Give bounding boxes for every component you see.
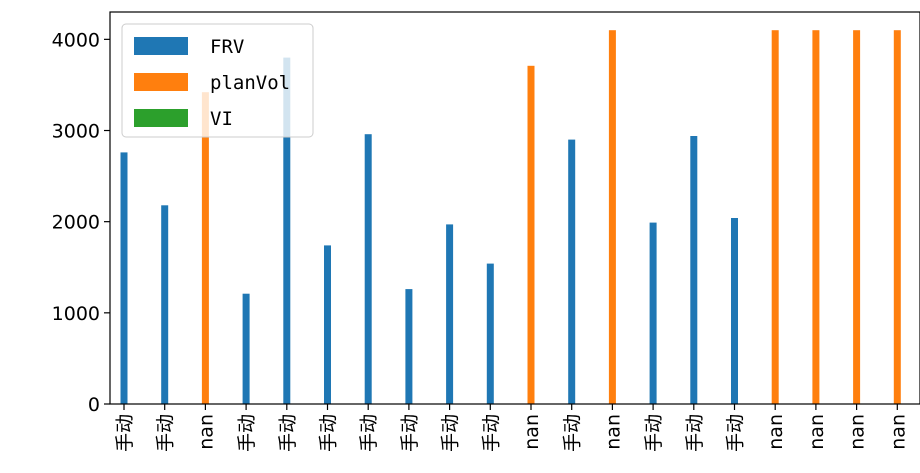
bar-FRV-7 <box>405 289 413 404</box>
y-tick-label: 3000 <box>52 121 100 143</box>
bar-FRV-11 <box>568 139 576 404</box>
y-tick-label: 0 <box>88 394 100 416</box>
bar-planVol-2 <box>201 92 209 404</box>
legend-swatch-planVol <box>134 73 188 91</box>
x-tick-label: 手动 <box>114 414 136 452</box>
x-tick-label: 手动 <box>277 414 299 452</box>
bar-planVol-10 <box>527 65 535 405</box>
x-tick-label: 手动 <box>155 414 177 452</box>
legend-swatch-FRV <box>134 37 188 55</box>
x-tick-label: 手动 <box>643 414 665 452</box>
bar-FRV-8 <box>446 224 454 404</box>
bar-FRV-1 <box>161 205 169 404</box>
bar-FRV-13 <box>649 222 657 404</box>
x-tick-label: 手动 <box>562 414 584 452</box>
bar-FRV-9 <box>486 263 494 404</box>
bar-FRV-5 <box>324 245 331 404</box>
bar-planVol-19 <box>893 30 901 404</box>
bar-planVol-17 <box>812 30 820 404</box>
x-tick-label: nan <box>847 414 869 450</box>
x-tick-label: 手动 <box>725 414 747 452</box>
legend-label-planVol: planVol <box>210 72 290 94</box>
legend-swatch-VI <box>134 109 188 127</box>
x-tick-label: nan <box>887 414 909 450</box>
x-tick-label: 手动 <box>480 414 502 452</box>
bar-FRV-4 <box>283 57 291 404</box>
x-tick-label: 手动 <box>318 414 340 452</box>
legend: FRV planVol VI <box>121 23 314 138</box>
bar-planVol-12 <box>608 30 616 404</box>
y-tick-label: 4000 <box>52 29 100 51</box>
plot-frame <box>109 11 920 405</box>
x-axis: 手动 手动 nan 手动 手动 手动 手动 手动 手动 手动 nan 手动 nan 手动 手动 手动 nan na… <box>114 404 909 452</box>
x-tick-label: 手动 <box>358 414 380 452</box>
x-tick-label: 手动 <box>236 414 258 452</box>
legend-label-FRV: FRV <box>210 36 244 58</box>
y-axis: 0 1000 2000 3000 4000 <box>52 29 110 416</box>
bar-FRV-14 <box>690 136 698 404</box>
bar-planVol-16 <box>771 30 779 404</box>
bars-layer <box>120 30 901 405</box>
y-tick-label: 2000 <box>52 212 100 234</box>
x-tick-label: 手动 <box>684 414 706 452</box>
x-tick-label: 手动 <box>440 414 462 452</box>
bar-FRV-15 <box>731 218 738 404</box>
bar-FRV-0 <box>120 152 128 404</box>
y-tick-label: 1000 <box>52 303 100 325</box>
x-tick-label: nan <box>521 414 543 450</box>
x-tick-label: nan <box>195 414 217 450</box>
legend-label-VI: VI <box>210 108 233 130</box>
bar-FRV-3 <box>242 293 250 404</box>
x-tick-label: nan <box>765 414 787 450</box>
x-tick-label: nan <box>806 414 828 450</box>
bar-planVol-18 <box>853 30 861 404</box>
x-tick-label: 手动 <box>399 414 421 452</box>
x-tick-label: nan <box>602 414 624 450</box>
bar-FRV-6 <box>364 134 372 404</box>
